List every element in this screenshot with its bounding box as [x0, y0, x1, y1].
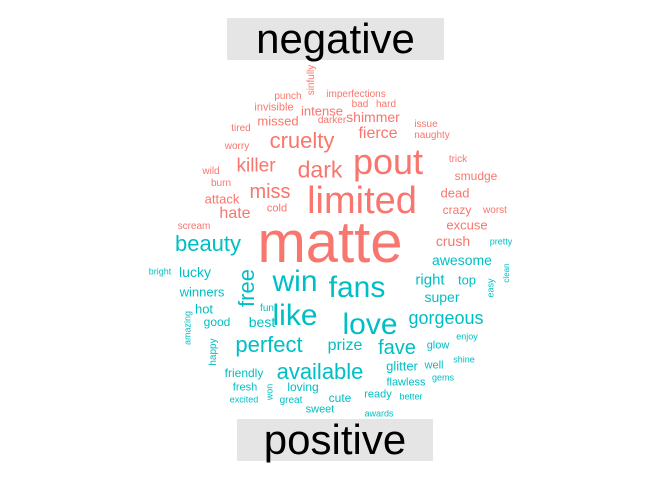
- word-negative: intense: [301, 103, 343, 119]
- word-negative: scream: [177, 221, 211, 232]
- word-negative: wild: [202, 166, 220, 177]
- word-positive: friendly: [224, 366, 264, 380]
- word-positive: good: [203, 315, 231, 329]
- word-negative: burn: [210, 178, 232, 189]
- word-positive: hot: [194, 301, 214, 317]
- word-positive: available: [276, 359, 364, 384]
- word-positive: best: [248, 314, 276, 330]
- word-negative: killer: [236, 155, 276, 177]
- word-positive: easy: [485, 278, 496, 298]
- word-positive: super: [424, 289, 460, 305]
- word-positive: won: [264, 383, 275, 401]
- word-negative: punch: [274, 91, 302, 102]
- word-positive: win: [272, 265, 318, 298]
- word-positive: fun: [260, 303, 274, 314]
- word-positive: well: [424, 359, 444, 372]
- word-negative: worry: [224, 141, 250, 152]
- word-positive: clean: [502, 263, 511, 283]
- word-positive: pretty: [489, 236, 513, 247]
- word-negative: hard: [375, 99, 397, 110]
- word-negative: missed: [257, 113, 299, 129]
- word-positive: winners: [179, 284, 225, 300]
- word-positive: top: [457, 272, 477, 288]
- word-positive: enjoy: [456, 331, 478, 342]
- word-positive: awesome: [432, 252, 492, 268]
- word-negative: hate: [219, 205, 251, 222]
- word-positive: prize: [327, 337, 363, 354]
- word-negative: issue: [414, 119, 438, 130]
- word-positive: right: [415, 271, 445, 289]
- word-positive: sweet: [305, 403, 335, 416]
- word-positive: bright: [148, 266, 172, 277]
- word-negative: invisible: [254, 101, 294, 114]
- word-negative: imperfections: [326, 89, 386, 100]
- word-positive: like: [272, 299, 318, 332]
- word-positive: great: [279, 395, 303, 406]
- word-negative: dead: [440, 185, 470, 201]
- word-negative: darker: [317, 115, 347, 126]
- word-positive: amazing: [182, 310, 193, 346]
- word-positive: love: [342, 308, 398, 341]
- word-negative: cold: [266, 202, 288, 215]
- word-negative: tired: [231, 123, 251, 134]
- word-positive: perfect: [235, 332, 303, 357]
- word-positive: happy: [208, 338, 219, 366]
- word-negative: naughty: [414, 130, 450, 141]
- word-positive: gems: [431, 372, 455, 383]
- word-positive: awards: [364, 408, 394, 419]
- word-negative: excuse: [446, 217, 488, 233]
- word-positive: glow: [426, 339, 450, 352]
- word-negative: cruelty: [269, 128, 335, 153]
- word-negative: worst: [483, 205, 507, 216]
- word-negative: bad: [351, 99, 369, 110]
- word-negative: limited: [307, 180, 417, 222]
- word-positive: fave: [378, 337, 416, 359]
- word-negative: attack: [204, 191, 240, 207]
- word-positive: glitter: [386, 358, 418, 374]
- word-negative: pout: [352, 141, 424, 182]
- word-positive: better: [399, 391, 423, 402]
- word-positive: cute: [328, 391, 352, 405]
- word-negative: crush: [435, 233, 471, 249]
- negative-group-label: negative: [227, 18, 444, 60]
- word-positive: flawless: [386, 376, 426, 389]
- word-positive: shine: [453, 354, 475, 365]
- word-positive: gorgeous: [408, 308, 484, 328]
- word-positive: lucky: [179, 264, 211, 280]
- word-positive: excited: [229, 394, 259, 405]
- word-negative: matte: [257, 210, 403, 275]
- positive-group-label: positive: [237, 419, 433, 461]
- word-negative: trick: [448, 154, 468, 165]
- word-negative: smudge: [454, 169, 498, 183]
- word-negative: crazy: [442, 203, 472, 217]
- word-negative: fierce: [358, 125, 398, 142]
- word-negative: sinfully: [306, 64, 317, 96]
- word-negative: shimmer: [346, 109, 400, 125]
- word-negative: miss: [249, 181, 291, 203]
- word-negative: dark: [297, 156, 343, 183]
- word-positive: free: [234, 269, 259, 307]
- word-positive: ready: [364, 388, 392, 401]
- word-positive: fans: [328, 271, 386, 304]
- word-positive: loving: [287, 380, 319, 394]
- word-positive: beauty: [174, 231, 242, 256]
- word-positive: fresh: [232, 381, 258, 394]
